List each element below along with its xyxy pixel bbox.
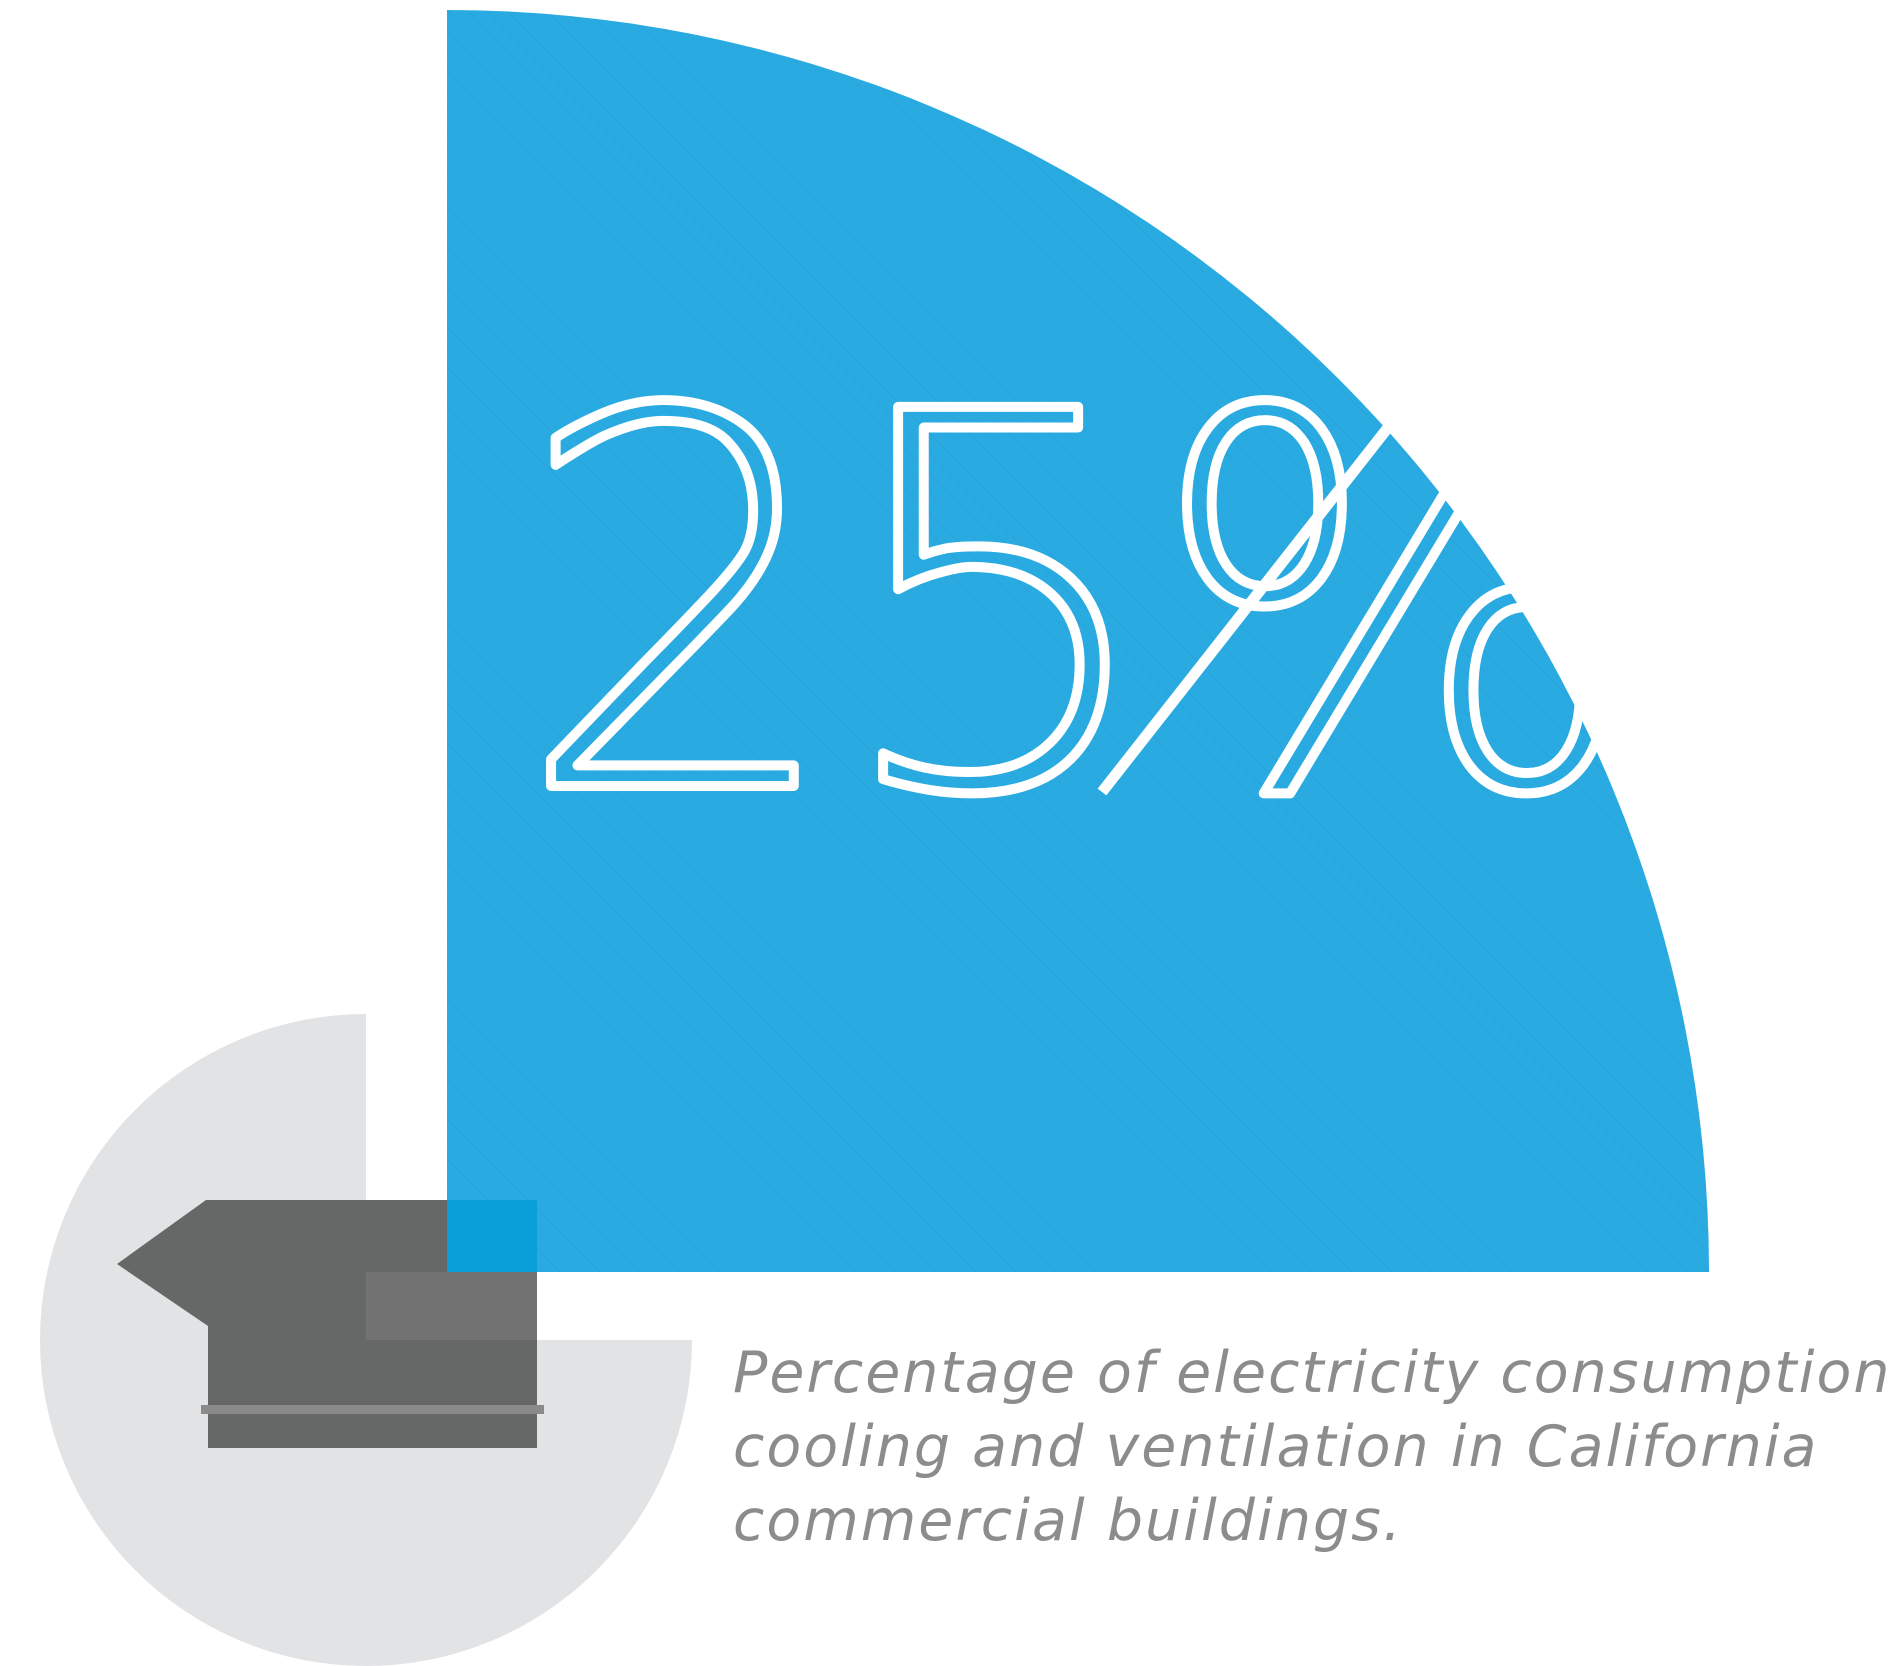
caption-line-2: cooling and ventilation in California — [733, 1414, 1818, 1480]
quarter-pie-icon — [447, 10, 1709, 1272]
vent-body — [117, 1200, 537, 1448]
pie-slice-divider — [1097, 421, 1395, 796]
vent-band — [201, 1405, 544, 1414]
quarter-pie-shape — [447, 10, 1709, 1272]
caption: Percentage of electricity consumption by… — [733, 1340, 1889, 1554]
vent-overlap-blue — [447, 1200, 537, 1272]
exhaust-vent-icon — [117, 1200, 544, 1448]
vent-overlap-gray — [366, 1272, 537, 1340]
caption-line-3: commercial buildings. — [733, 1488, 1403, 1554]
statistic-value: 25% — [515, 303, 1629, 909]
caption-line-1: Percentage of electricity consumption by — [733, 1340, 1889, 1406]
